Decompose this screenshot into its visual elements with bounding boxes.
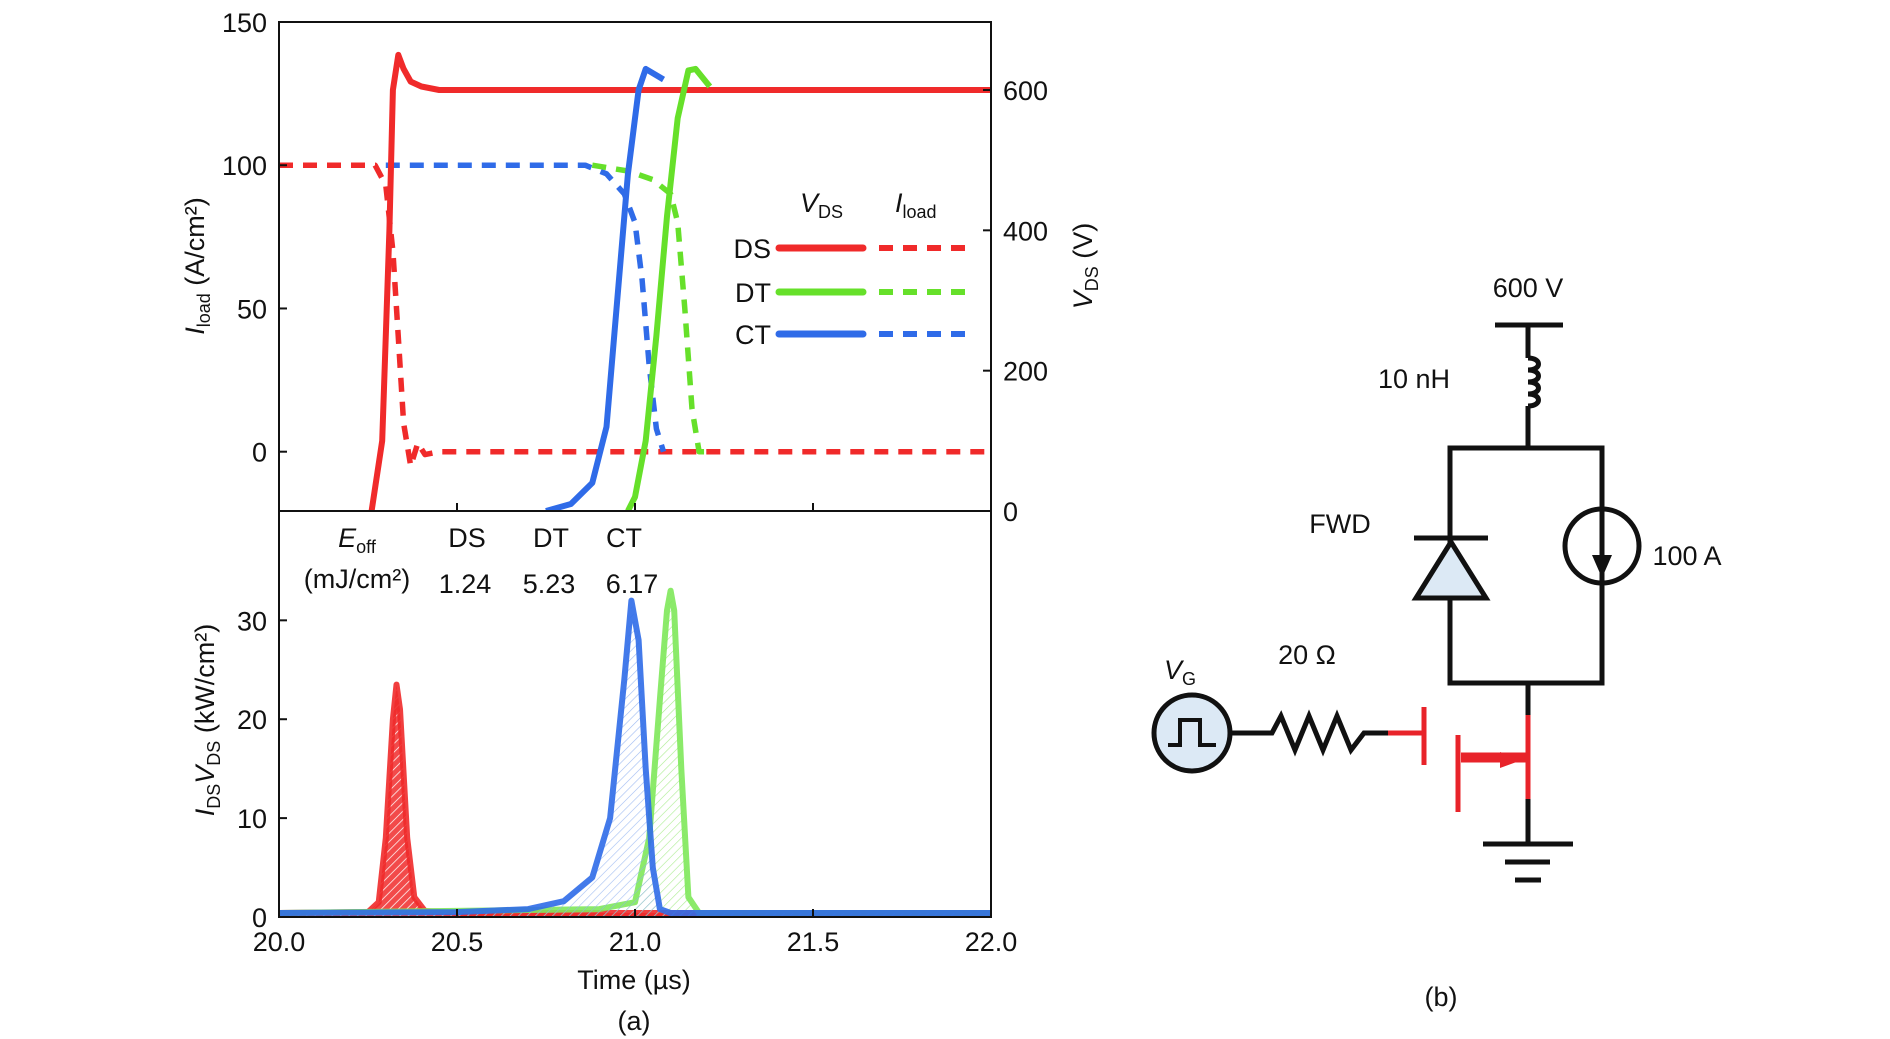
bottom-y-tick-label: 30: [237, 606, 267, 636]
bottom-y-axis-label: IDSVDS (kW/cm²): [190, 624, 224, 817]
supply-label: 600 V: [1493, 273, 1564, 303]
top-panel-series: [279, 51, 991, 511]
top-left-tick-label: 50: [237, 294, 267, 324]
mosfet-drain: [1461, 715, 1531, 758]
circuit-labels: 600 V 10 nH FWD 100 A 20 Ω VG (b): [1164, 273, 1722, 1012]
mosfet-arrow-icon: [1500, 752, 1522, 768]
top-right-axis-label: VDS (V): [1068, 223, 1102, 310]
top-right-tick-label: 0: [1003, 497, 1018, 527]
inductor-label: 10 nH: [1378, 364, 1450, 394]
top-left-tick-label: 150: [222, 8, 267, 38]
current-source-label: 100 A: [1652, 541, 1721, 571]
pulse-glyph-icon: [1168, 718, 1216, 747]
series-ct-vds-line: [545, 65, 666, 511]
x-tick-label: 20.0: [253, 927, 306, 957]
series-ds-vds-line: [368, 51, 991, 511]
caption-a: (a): [618, 1006, 651, 1036]
eoff-device-ct: CT: [606, 523, 642, 553]
x-tick-label: 22.0: [965, 927, 1018, 957]
top-right-tick-label: 200: [1003, 357, 1048, 387]
x-tick-label: 20.5: [431, 927, 484, 957]
eoff-device-dt: DT: [533, 523, 569, 553]
resistor-icon: [1230, 709, 1388, 757]
series-ct-power-area: [279, 600, 991, 917]
current-arrow-icon: [1592, 555, 1612, 578]
eoff-value-ct: 6.17: [606, 569, 659, 599]
resistor-label: 20 Ω: [1278, 640, 1336, 670]
series-ct-power-line: [279, 597, 991, 916]
diode-label: FWD: [1309, 509, 1370, 539]
bottom-y-tick-label: 10: [237, 804, 267, 834]
legend-header-iload: Iload: [895, 188, 937, 222]
eoff-label: Eoff: [338, 523, 377, 557]
legend-label-dt: DT: [735, 278, 771, 308]
pulse-source-icon: [1151, 692, 1233, 774]
legend: VDS Iload DS DT CT: [733, 188, 969, 350]
series-dt-vds-line: [625, 65, 713, 511]
eoff-annotations: Eoff (mJ/cm²) DS DT CT 1.24 5.23 6.17: [304, 523, 659, 599]
eoff-value-ds: 1.24: [439, 569, 492, 599]
eoff-unit: (mJ/cm²): [304, 564, 410, 594]
mosfet-source: [1461, 757, 1531, 799]
top-right-tick-label: 400: [1003, 216, 1048, 246]
top-left-axis-label: Iload (A/cm²): [180, 197, 214, 335]
top-right-tick-label: 600: [1003, 76, 1048, 106]
x-axis-label: Time (µs): [577, 965, 691, 995]
x-tick-label: 21.0: [609, 927, 662, 957]
gate-source-label: VG: [1164, 655, 1196, 689]
eoff-device-ds: DS: [448, 523, 486, 553]
top-left-tick-label: 100: [222, 151, 267, 181]
circuit-diagram: [1151, 322, 1642, 883]
bottom-y-tick-label: 0: [252, 903, 267, 933]
top-left-tick-label: 0: [252, 438, 267, 468]
series-ds-iload-line: [279, 162, 991, 469]
eoff-value-dt: 5.23: [523, 569, 576, 599]
x-tick-label: 21.5: [787, 927, 840, 957]
inductor-icon: [1527, 355, 1541, 409]
bottom-panel-series: [279, 587, 991, 917]
legend-label-ds: DS: [733, 234, 771, 264]
diode-icon: [1411, 537, 1491, 601]
caption-b: (b): [1425, 982, 1458, 1012]
legend-label-ct: CT: [735, 320, 771, 350]
series-ct-iload-line: [385, 162, 667, 453]
legend-header-vds: VDS: [800, 188, 843, 222]
bottom-y-tick-label: 20: [237, 705, 267, 735]
